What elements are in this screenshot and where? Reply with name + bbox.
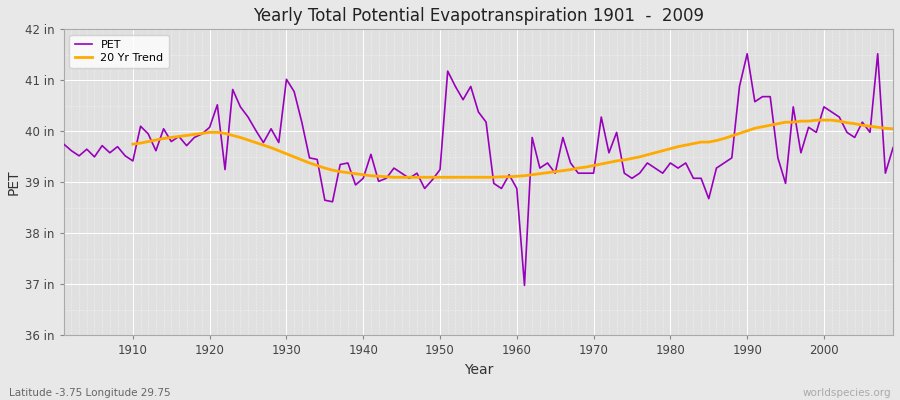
Legend: PET, 20 Yr Trend: PET, 20 Yr Trend	[69, 35, 169, 68]
PET	[120, 154, 130, 158]
20 Yr Trend	[504, 174, 515, 179]
PET	[611, 130, 622, 135]
Line: PET: PET	[64, 54, 893, 286]
Text: Latitude -3.75 Longitude 29.75: Latitude -3.75 Longitude 29.75	[9, 388, 171, 398]
20 Yr Trend	[887, 126, 898, 131]
PET	[289, 89, 300, 94]
Line: 20 Yr Trend: 20 Yr Trend	[133, 120, 893, 177]
PET	[335, 162, 346, 167]
X-axis label: Year: Year	[464, 363, 493, 377]
Title: Yearly Total Potential Evapotranspiration 1901  -  2009: Yearly Total Potential Evapotranspiratio…	[253, 7, 704, 25]
20 Yr Trend	[511, 174, 522, 179]
PET	[519, 283, 530, 288]
20 Yr Trend	[335, 169, 346, 174]
PET	[504, 172, 515, 177]
PET	[511, 186, 522, 191]
PET	[58, 142, 69, 146]
20 Yr Trend	[604, 160, 615, 165]
Text: worldspecies.org: worldspecies.org	[803, 388, 891, 398]
PET	[742, 51, 752, 56]
Y-axis label: PET: PET	[7, 170, 21, 195]
PET	[887, 145, 898, 150]
20 Yr Trend	[289, 154, 300, 159]
